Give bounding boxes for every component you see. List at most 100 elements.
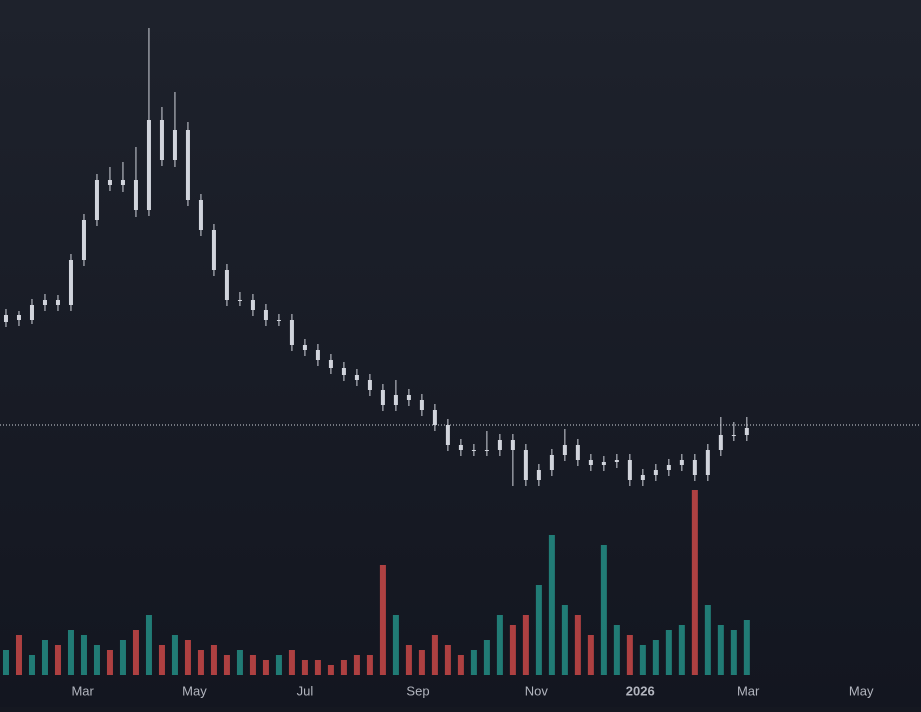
volume-bar <box>743 620 750 675</box>
volume-bar <box>314 660 321 675</box>
x-tick-label: Nov <box>525 683 549 698</box>
candle-body <box>471 450 476 451</box>
volume-bar <box>171 635 178 675</box>
candle-body <box>276 320 281 321</box>
volume-bar <box>574 615 581 675</box>
candle-body <box>328 360 333 368</box>
candle-body <box>458 445 463 450</box>
candle-body <box>29 305 34 320</box>
candle-body <box>81 220 86 260</box>
volume-bar <box>652 640 659 675</box>
candle-body <box>406 395 411 400</box>
candle-body <box>484 450 489 451</box>
candle-body <box>549 455 554 470</box>
candle-body <box>744 428 749 435</box>
volume-bar <box>184 640 191 675</box>
candle-body <box>497 440 502 450</box>
candle-body <box>432 410 437 425</box>
x-tick-label: May <box>849 683 874 698</box>
x-tick-label: 2026 <box>626 683 655 698</box>
volume-bar <box>80 635 87 675</box>
candle-body <box>614 460 619 462</box>
candle-body <box>640 475 645 480</box>
candle-body <box>302 345 307 350</box>
volume-bar <box>704 605 711 675</box>
volume-bar <box>548 535 555 675</box>
candle-body <box>68 260 73 305</box>
candle-body <box>159 120 164 160</box>
candle-body <box>120 180 125 185</box>
volume-bar <box>626 635 633 675</box>
candle-body <box>523 450 528 480</box>
volume-bar <box>197 650 204 675</box>
volume-bar <box>327 665 334 675</box>
volume-bar <box>301 660 308 675</box>
candle-body <box>3 315 8 322</box>
candle-body <box>185 130 190 200</box>
volume-bar <box>522 615 529 675</box>
volume-bar <box>119 640 126 675</box>
volume-bar <box>353 655 360 675</box>
candle-body <box>16 315 21 320</box>
candle-body <box>315 350 320 360</box>
candle-body <box>627 460 632 480</box>
candle-body <box>133 180 138 210</box>
candle-body <box>445 425 450 445</box>
volume-bar <box>665 630 672 675</box>
candle-body <box>601 462 606 465</box>
candle-body <box>250 300 255 310</box>
volume-bar <box>418 650 425 675</box>
volume-bar <box>561 605 568 675</box>
x-tick-label: Jul <box>297 683 314 698</box>
candle-body <box>653 470 658 475</box>
volume-bar <box>106 650 113 675</box>
volume-bar <box>340 660 347 675</box>
candle-body <box>679 460 684 465</box>
volume-bar <box>379 565 386 675</box>
candle-body <box>55 300 60 305</box>
candle-body <box>731 435 736 436</box>
volume-bar <box>275 655 282 675</box>
volume-bar <box>28 655 35 675</box>
candle-body <box>718 435 723 450</box>
volume-bar <box>717 625 724 675</box>
volume-bar <box>431 635 438 675</box>
candle-body <box>510 440 515 450</box>
candle-body <box>367 380 372 390</box>
x-tick-label: Mar <box>71 683 94 698</box>
candle-body <box>289 320 294 345</box>
volume-bar <box>288 650 295 675</box>
candle-body <box>94 180 99 220</box>
volume-bar <box>210 645 217 675</box>
candle-body <box>354 375 359 380</box>
x-tick-label: Mar <box>737 683 760 698</box>
candle-body <box>42 300 47 305</box>
volume-bar <box>470 650 477 675</box>
volume-bar <box>587 635 594 675</box>
candle-body <box>536 470 541 480</box>
candle-body <box>237 300 242 301</box>
volume-bar <box>93 645 100 675</box>
candle-body <box>666 465 671 470</box>
candle-body <box>263 310 268 320</box>
volume-bar <box>132 630 139 675</box>
candle-body <box>146 120 151 210</box>
volume-bar <box>457 655 464 675</box>
candle-body <box>419 400 424 410</box>
candle-body <box>380 390 385 405</box>
volume-bar <box>158 645 165 675</box>
candle-body <box>224 270 229 300</box>
volume-bar <box>249 655 256 675</box>
volume-bar <box>67 630 74 675</box>
volume-bar <box>730 630 737 675</box>
volume-bar <box>41 640 48 675</box>
volume-bar <box>392 615 399 675</box>
volume-bar <box>223 655 230 675</box>
volume-bar <box>639 645 646 675</box>
volume-bar <box>366 655 373 675</box>
volume-bar <box>54 645 61 675</box>
volume-bar <box>691 490 698 675</box>
volume-bar <box>444 645 451 675</box>
